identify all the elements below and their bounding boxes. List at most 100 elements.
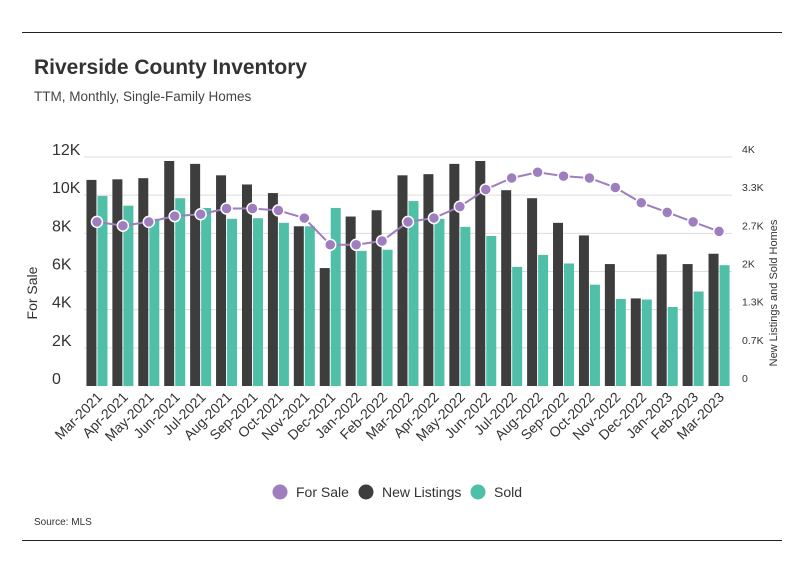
- new-listings-bar: [553, 222, 564, 386]
- sold-bar: [356, 250, 367, 386]
- sold-bar: [512, 266, 523, 386]
- y2-axis-label: New Listings and Sold Homes: [768, 219, 780, 366]
- sold-bar: [408, 201, 419, 386]
- sold-bar: [175, 198, 186, 386]
- for-sale-point: [116, 219, 130, 232]
- for-sale-point: [349, 238, 363, 252]
- y2-tick-label: 4K: [742, 144, 755, 156]
- new-listings-bar: [656, 254, 667, 386]
- legend-for-sale-icon: [272, 484, 288, 500]
- legend-new-listings-label: New Listings: [382, 484, 461, 500]
- sold-bar: [330, 207, 341, 386]
- for-sale-point: [323, 238, 337, 252]
- for-sale-point: [246, 202, 259, 215]
- sold-bar: [486, 236, 497, 386]
- new-listings-bar: [708, 253, 719, 386]
- y-tick-label: 4K: [52, 295, 72, 312]
- new-listings-bar: [371, 210, 382, 386]
- new-listings-bar: [475, 161, 486, 386]
- sold-bar: [252, 218, 263, 386]
- new-listings-bar: [449, 163, 460, 386]
- new-listings-bar: [267, 193, 278, 386]
- source-note: Source: MLS: [34, 517, 92, 528]
- sold-bar: [149, 218, 160, 386]
- legend-new-listings-icon: [358, 484, 374, 500]
- bottom-rule: [22, 540, 782, 541]
- y-axis-label: For Sale: [24, 266, 40, 319]
- new-listings-bar: [241, 184, 252, 386]
- for-sale-point: [427, 211, 441, 225]
- legend-sold-icon: [470, 484, 486, 500]
- new-listings-bar: [216, 175, 227, 386]
- chart-title: Riverside County Inventory: [34, 56, 308, 79]
- for-sale-point: [401, 215, 415, 229]
- new-listings-bar: [423, 174, 434, 386]
- right-axis-ticks: 0 0.7K 1.3K 2K 2.7K 3.3K 4K: [742, 144, 764, 385]
- sold-bar: [201, 207, 212, 386]
- sold-bar: [641, 299, 652, 386]
- sold-bar: [693, 291, 704, 386]
- for-sale-point: [168, 209, 181, 223]
- sold-bar: [123, 205, 134, 386]
- new-listings-bar: [397, 175, 408, 386]
- y-tick-label: 12K: [52, 142, 81, 159]
- for-sale-point: [505, 171, 518, 185]
- sold-bar: [434, 218, 445, 386]
- new-listings-bar: [164, 161, 175, 386]
- legend-for-sale-label: For Sale: [296, 484, 349, 500]
- legend: For Sale New Listings Sold: [272, 484, 522, 500]
- new-listings-bar: [190, 163, 201, 386]
- new-listings-bar: [293, 226, 304, 386]
- for-sale-point: [90, 215, 104, 229]
- sold-bar: [460, 226, 471, 386]
- for-sale-point: [142, 215, 156, 229]
- sold-bar: [589, 284, 600, 386]
- for-sale-point: [686, 215, 700, 229]
- for-sale-point: [712, 225, 726, 238]
- for-sale-line: [90, 166, 726, 252]
- sold-bar: [615, 298, 626, 386]
- legend-sold-label: Sold: [494, 484, 522, 500]
- left-axis-ticks: 0 2K 4K 6K 8K 10K 12K: [52, 142, 81, 388]
- for-sale-point: [220, 202, 233, 215]
- new-listings-bar: [682, 264, 693, 386]
- sold-bar: [564, 263, 575, 386]
- y-tick-label: 2K: [52, 333, 72, 350]
- top-rule: [22, 32, 782, 33]
- sold-bar: [97, 195, 108, 386]
- for-sale-point: [635, 196, 648, 210]
- sold-bar: [382, 249, 393, 386]
- y-tick-label: 0: [52, 371, 61, 388]
- sold-bar: [278, 222, 289, 386]
- for-sale-point: [194, 208, 207, 221]
- for-sale-point: [375, 234, 389, 248]
- sold-bar: [304, 226, 315, 386]
- sold-bar: [719, 265, 730, 386]
- x-axis-labels: Mar-2021Apr-2021May-2021Jun-2021Jul-2021…: [51, 389, 727, 444]
- for-sale-point: [583, 171, 596, 185]
- new-listings-bar: [112, 179, 123, 386]
- y2-tick-label: 0: [742, 373, 748, 385]
- for-sale-point: [531, 166, 544, 179]
- new-listings-bar: [501, 190, 512, 386]
- for-sale-point: [609, 181, 622, 194]
- for-sale-point: [479, 183, 493, 196]
- bars: [86, 161, 730, 386]
- new-listings-bar: [86, 179, 97, 386]
- for-sale-point: [660, 206, 674, 219]
- sold-bar: [667, 306, 678, 386]
- sold-bar: [227, 218, 238, 386]
- new-listings-bar: [527, 198, 538, 386]
- new-listings-bar: [319, 268, 330, 386]
- for-sale-point: [453, 200, 467, 213]
- y2-tick-label: 0.7K: [742, 335, 764, 347]
- for-sale-point: [557, 169, 570, 183]
- y2-tick-label: 2K: [742, 259, 755, 271]
- new-listings-bar: [578, 235, 589, 386]
- y2-tick-label: 3.3K: [742, 182, 764, 194]
- new-listings-bar: [630, 298, 641, 386]
- for-sale-point: [272, 204, 285, 217]
- sold-bar: [538, 254, 549, 386]
- for-sale-point: [298, 211, 311, 225]
